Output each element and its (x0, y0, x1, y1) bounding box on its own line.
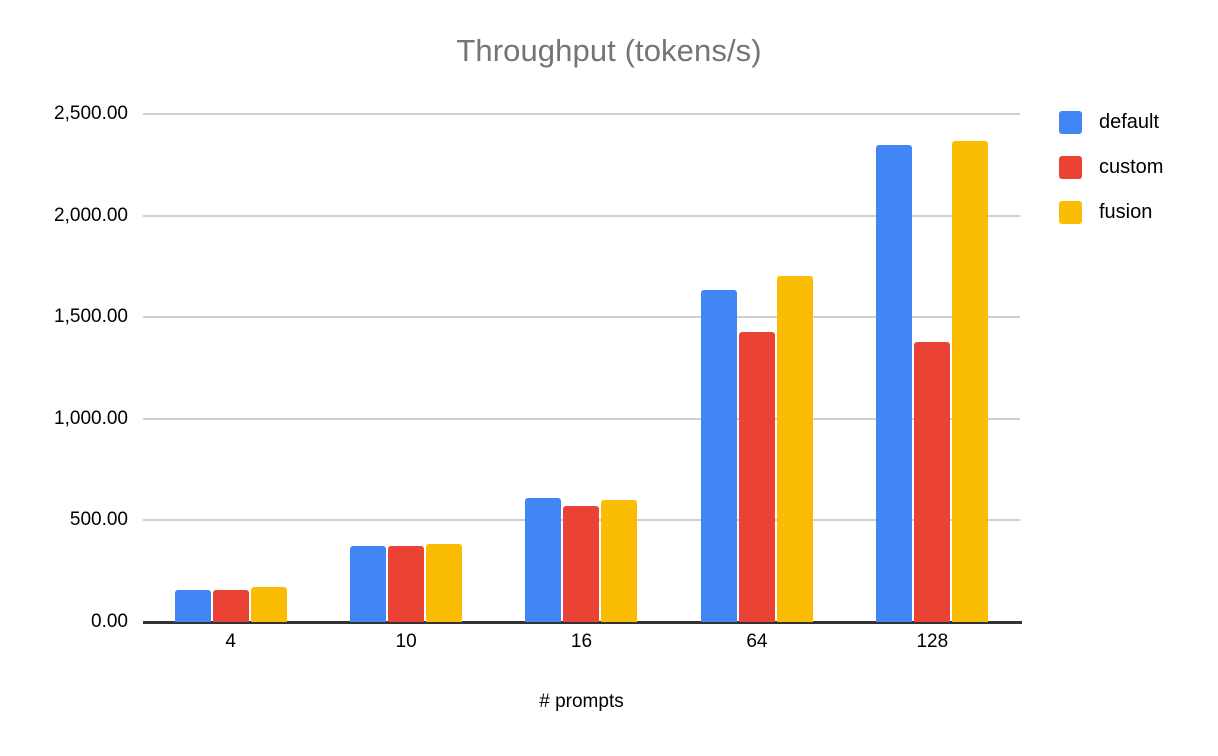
bar-group (494, 110, 669, 622)
x-axis-tick-labels: 4 10 16 64 128 (143, 631, 1020, 661)
legend-label: fusion (1099, 201, 1153, 223)
legend-swatch-icon (1059, 156, 1082, 179)
bar-custom-64[interactable] (738, 332, 775, 622)
gridline (143, 113, 1020, 115)
legend-item-default[interactable]: default (1059, 100, 1214, 145)
x-tick-label: 128 (916, 631, 949, 652)
legend-item-custom[interactable]: custom (1059, 145, 1214, 190)
legend-item-fusion[interactable]: fusion (1059, 190, 1214, 235)
x-tick-label: 64 (746, 631, 768, 652)
bar-custom-4[interactable] (212, 590, 249, 622)
bar-fusion-4[interactable] (250, 587, 287, 622)
bar-custom-10[interactable] (388, 546, 425, 622)
x-tick-label: 4 (225, 631, 236, 652)
legend-label: custom (1099, 156, 1164, 178)
bar-default-16[interactable] (525, 498, 562, 622)
y-axis-tick-labels: 0.00 500.00 1,000.00 1,500.00 2,000.00 2,500.… (0, 0, 128, 756)
y-tick-label: 0.00 (91, 611, 128, 632)
bar-fusion-128[interactable] (952, 141, 989, 622)
legend-swatch-icon (1059, 111, 1082, 134)
bar-fusion-64[interactable] (776, 275, 813, 622)
bar-fusion-10[interactable] (426, 543, 463, 622)
x-axis-line (143, 621, 1022, 624)
legend-label: default (1099, 111, 1160, 133)
x-tick-label: 16 (570, 631, 593, 652)
bar-group (143, 110, 318, 622)
y-tick-label: 2,000.00 (54, 204, 128, 226)
bar-fusion-16[interactable] (601, 500, 638, 622)
bar-custom-16[interactable] (563, 506, 600, 622)
legend-swatch-icon (1059, 201, 1082, 224)
y-tick-label: 500.00 (69, 509, 128, 531)
bar-group (669, 110, 844, 622)
gridline (143, 316, 1020, 319)
chart-legend: default custom fusion (1059, 100, 1214, 235)
bar-group (845, 110, 1020, 622)
bar-custom-128[interactable] (914, 342, 951, 622)
y-tick-label: 2,500.00 (54, 103, 128, 124)
y-tick-label: 1,500.00 (54, 306, 128, 328)
bar-default-64[interactable] (700, 289, 737, 622)
gridline (143, 214, 1020, 217)
bar-default-128[interactable] (876, 144, 913, 622)
y-tick-label: 1,000.00 (54, 407, 128, 429)
chart-title: Throughput (tokens/s) (456, 33, 762, 68)
x-axis-title: # prompts (539, 691, 624, 712)
bar-default-10[interactable] (350, 546, 387, 622)
bar-default-4[interactable] (174, 590, 211, 622)
bar-group (318, 110, 493, 622)
gridline (143, 417, 1020, 420)
bars-layer (143, 110, 1020, 622)
x-tick-label: 10 (395, 631, 417, 652)
